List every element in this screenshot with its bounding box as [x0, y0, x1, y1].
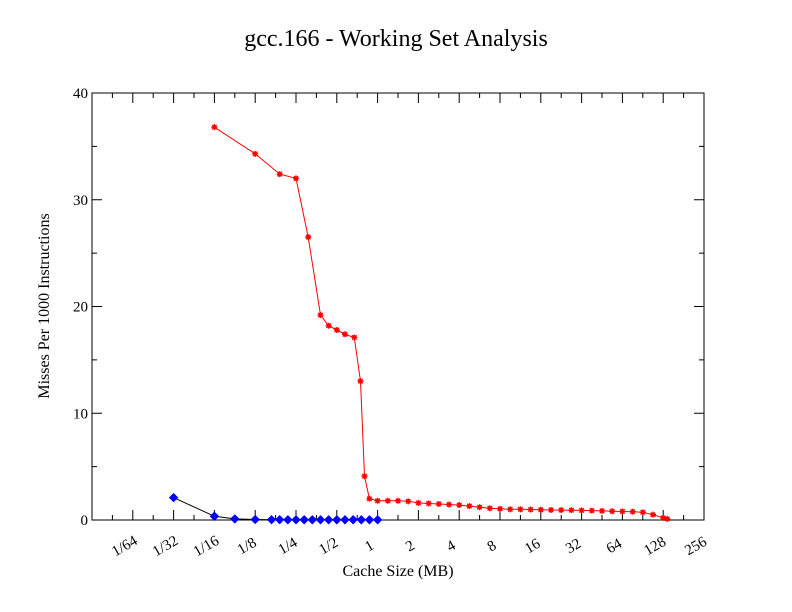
- series-2-point: [168, 492, 179, 503]
- series-2-point: [283, 515, 293, 525]
- series-1-point: [405, 498, 412, 505]
- series-1-point: [629, 508, 636, 515]
- y-tick-label: 40: [73, 86, 88, 102]
- x-tick-label: 1/16: [191, 533, 223, 560]
- series-1-line: [214, 126, 668, 520]
- x-tick-label: 4: [444, 537, 459, 555]
- series-2-point: [230, 514, 240, 524]
- x-tick-label: 1/2: [316, 535, 341, 558]
- series-1-point: [252, 150, 259, 157]
- series-2-point: [299, 515, 309, 525]
- x-tick-label: 32: [563, 536, 584, 557]
- series-2-point: [356, 515, 366, 525]
- series-1-point: [507, 506, 514, 513]
- series-1-point: [568, 507, 575, 514]
- y-axis-label: Misses Per 1000 Instructions: [36, 213, 53, 398]
- y-tick-label: 10: [73, 406, 88, 422]
- series-1-point: [341, 331, 348, 338]
- y-tick-label: 30: [73, 193, 88, 209]
- series-1-point: [527, 506, 534, 513]
- x-tick-label: 8: [485, 538, 499, 556]
- y-tick-label: 0: [81, 513, 89, 529]
- series-1-point: [293, 175, 299, 182]
- x-tick-label: 256: [682, 534, 710, 559]
- series-2-point: [332, 515, 342, 525]
- series-2-point: [209, 511, 220, 521]
- series-2-point: [315, 515, 326, 525]
- series-1-point: [384, 497, 391, 504]
- series-1-point: [305, 234, 312, 241]
- chart-title: gcc.166 - Working Set Analysis: [244, 26, 548, 52]
- series-1-point: [351, 334, 358, 341]
- series-1-point: [486, 505, 493, 512]
- series-1-point: [276, 171, 283, 178]
- x-axis-ticks: 1/64 1/32 1/16 1/8 1/4 1/2 1 2 4 8 16 32 64 128 256: [109, 93, 710, 560]
- series-2-point: [250, 514, 260, 525]
- series-1-point: [588, 507, 595, 514]
- series-2-point: [323, 515, 334, 525]
- series-1-point: [456, 502, 463, 509]
- series-1-point: [357, 378, 364, 385]
- series-2-point: [340, 515, 350, 525]
- series-2-point: [372, 515, 383, 525]
- series-1-point: [435, 500, 442, 507]
- series-1-point: [578, 507, 585, 514]
- series-1-point: [548, 506, 554, 513]
- series-2-point: [291, 515, 301, 525]
- series-1-point: [317, 312, 324, 319]
- series-1-point: [664, 515, 671, 522]
- x-tick-label: 64: [604, 536, 625, 558]
- x-tick-label: 2: [403, 538, 417, 556]
- y-tick-label: 20: [73, 300, 88, 316]
- series-2-point: [364, 515, 375, 525]
- series-2-point: [348, 515, 358, 525]
- y-axis-ticks: 0 10 20 30 40: [73, 86, 704, 529]
- series-1-point: [333, 326, 340, 333]
- series-2-point: [274, 514, 285, 525]
- series-1-point: [425, 500, 432, 507]
- x-tick-label: 1: [362, 538, 376, 556]
- x-tick-label: 1/4: [276, 535, 301, 559]
- x-tick-label: 128: [641, 534, 668, 559]
- series-1-point: [558, 507, 565, 514]
- series-1-point: [415, 499, 422, 506]
- series-1-point: [537, 506, 544, 513]
- series-1-point: [466, 503, 473, 510]
- series-1-point: [211, 124, 218, 131]
- plot-frame: [91, 92, 705, 521]
- x-tick-label: 1/32: [150, 533, 181, 560]
- series-1-point: [395, 497, 401, 504]
- series-layer: [168, 124, 671, 525]
- x-tick-label: 16: [522, 536, 543, 558]
- series-1-point: [476, 504, 483, 511]
- series-2-point: [307, 515, 318, 525]
- series-2-point: [266, 514, 277, 525]
- series-1-point: [446, 501, 452, 508]
- series-1-point: [639, 509, 646, 516]
- series-1-point: [650, 511, 656, 518]
- series-1-point: [619, 508, 626, 515]
- series-1-point: [517, 506, 524, 513]
- series-1-point: [361, 473, 368, 480]
- series-1-point: [599, 507, 605, 514]
- series-1-point: [497, 505, 503, 512]
- series-1-point: [374, 497, 381, 504]
- x-tick-label: 1/8: [235, 535, 260, 558]
- series-1-point: [325, 322, 332, 329]
- x-tick-label: 1/64: [109, 533, 141, 560]
- x-axis-label: Cache Size (MB): [342, 563, 453, 580]
- series-1-point: [660, 514, 667, 521]
- series-1-point: [366, 495, 373, 502]
- series-1-point: [609, 508, 616, 515]
